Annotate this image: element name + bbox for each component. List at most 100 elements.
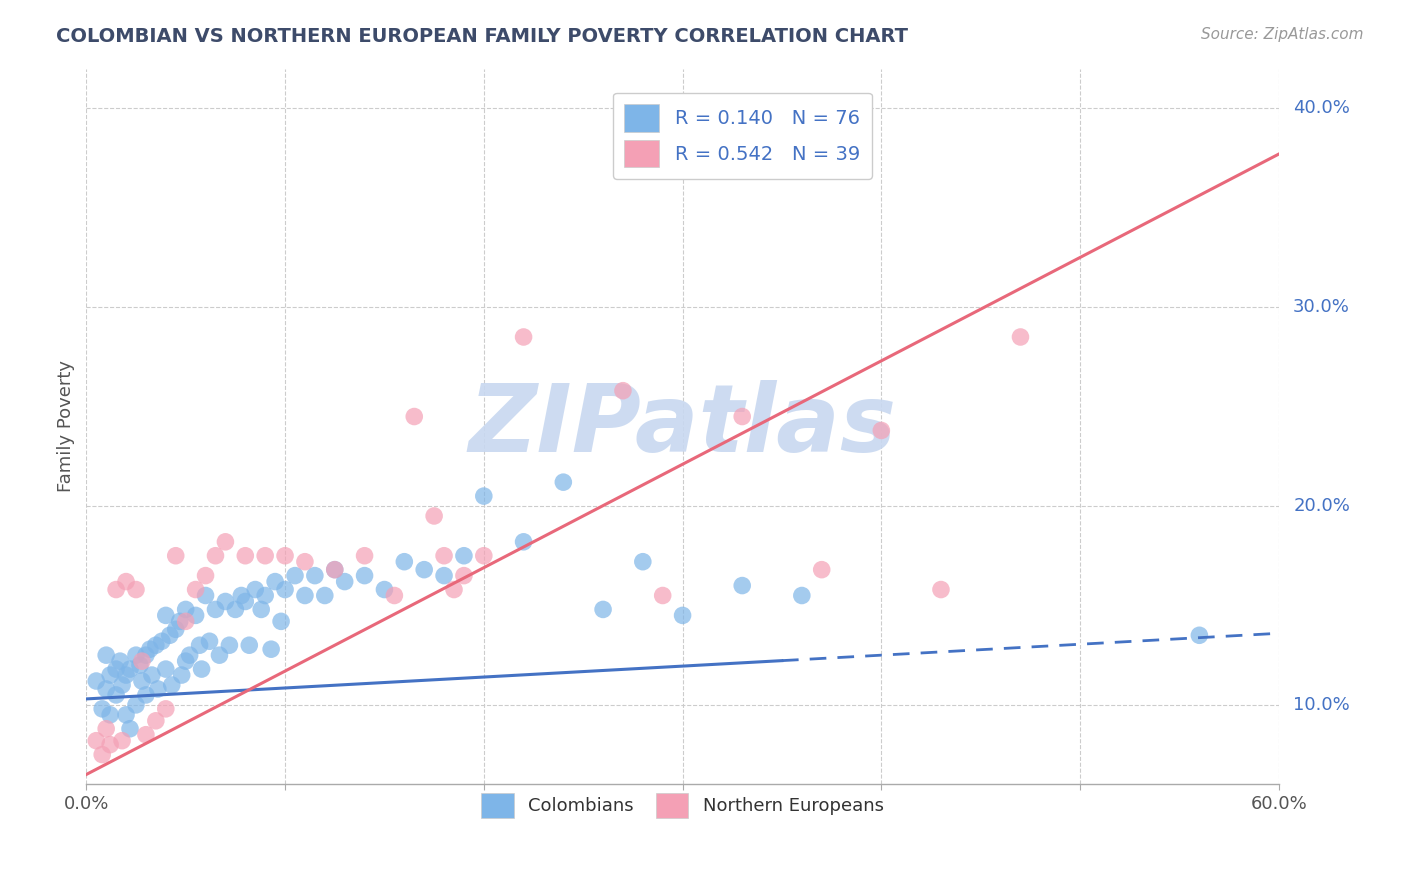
Point <box>413 563 436 577</box>
Point <box>214 534 236 549</box>
Point <box>304 568 326 582</box>
Point <box>254 549 277 563</box>
Point <box>184 582 207 597</box>
Point <box>233 594 256 608</box>
Point <box>394 555 416 569</box>
Point <box>264 574 287 589</box>
Point <box>238 638 260 652</box>
Point <box>96 722 118 736</box>
Text: 10.0%: 10.0% <box>1294 696 1350 714</box>
Point <box>294 555 316 569</box>
Point <box>592 602 614 616</box>
Point <box>373 582 395 597</box>
Point <box>155 608 177 623</box>
Point <box>512 330 534 344</box>
Point <box>404 409 426 424</box>
Point <box>118 722 141 736</box>
Point <box>111 678 134 692</box>
Point <box>174 654 197 668</box>
Point <box>231 589 253 603</box>
Point <box>91 702 114 716</box>
Point <box>135 688 157 702</box>
Point <box>125 582 148 597</box>
Point <box>190 662 212 676</box>
Point <box>125 648 148 662</box>
Point <box>145 638 167 652</box>
Point <box>115 707 138 722</box>
Point <box>194 589 217 603</box>
Point <box>150 634 173 648</box>
Point <box>170 668 193 682</box>
Point <box>472 489 495 503</box>
Point <box>810 563 832 577</box>
Point <box>115 574 138 589</box>
Point <box>184 608 207 623</box>
Point <box>174 615 197 629</box>
Point <box>323 563 346 577</box>
Point <box>105 582 128 597</box>
Point <box>96 681 118 696</box>
Point <box>135 648 157 662</box>
Point <box>260 642 283 657</box>
Point <box>214 594 236 608</box>
Text: Source: ZipAtlas.com: Source: ZipAtlas.com <box>1201 27 1364 42</box>
Point <box>125 698 148 712</box>
Point <box>443 582 465 597</box>
Point <box>333 574 356 589</box>
Point <box>111 733 134 747</box>
Point <box>254 589 277 603</box>
Point <box>1010 330 1032 344</box>
Point <box>423 508 446 523</box>
Point <box>731 409 754 424</box>
Point <box>131 673 153 688</box>
Point <box>108 654 131 668</box>
Point <box>155 662 177 676</box>
Point <box>218 638 240 652</box>
Point <box>159 628 181 642</box>
Point <box>165 623 187 637</box>
Point <box>382 589 405 603</box>
Point <box>433 549 456 563</box>
Point <box>224 602 246 616</box>
Point <box>433 568 456 582</box>
Y-axis label: Family Poverty: Family Poverty <box>58 360 75 492</box>
Point <box>139 642 162 657</box>
Point <box>155 702 177 716</box>
Point <box>98 668 121 682</box>
Point <box>105 662 128 676</box>
Point <box>453 549 475 563</box>
Point <box>98 738 121 752</box>
Point <box>115 668 138 682</box>
Point <box>194 568 217 582</box>
Point <box>98 707 121 722</box>
Point <box>188 638 211 652</box>
Point <box>353 568 375 582</box>
Point <box>145 714 167 728</box>
Point <box>96 648 118 662</box>
Point <box>174 602 197 616</box>
Point <box>553 475 575 490</box>
Point <box>198 634 221 648</box>
Point <box>671 608 693 623</box>
Point <box>870 424 893 438</box>
Point <box>169 615 191 629</box>
Point <box>294 589 316 603</box>
Point <box>631 555 654 569</box>
Point <box>323 563 346 577</box>
Point <box>84 733 107 747</box>
Point <box>453 568 475 582</box>
Text: ZIPatlas: ZIPatlas <box>468 381 897 473</box>
Point <box>612 384 634 398</box>
Point <box>472 549 495 563</box>
Point <box>651 589 673 603</box>
Point <box>929 582 952 597</box>
Point <box>91 747 114 762</box>
Text: 40.0%: 40.0% <box>1294 99 1350 117</box>
Point <box>160 678 183 692</box>
Point <box>165 549 187 563</box>
Point <box>179 648 201 662</box>
Point <box>204 549 226 563</box>
Point <box>1188 628 1211 642</box>
Text: 20.0%: 20.0% <box>1294 497 1350 515</box>
Point <box>146 681 169 696</box>
